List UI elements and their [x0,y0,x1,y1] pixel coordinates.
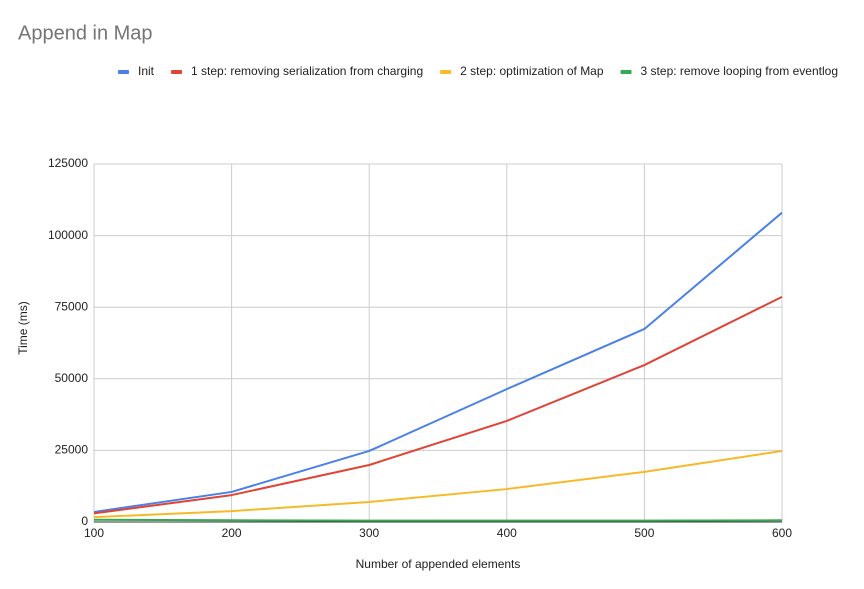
x-tick-label: 400 [497,526,517,540]
series-line [93,518,783,522]
series-line [93,211,783,513]
legend-label: Init [138,64,155,78]
x-tick-label: 300 [359,526,379,540]
legend-swatch [171,70,183,74]
x-tick-label: 600 [772,526,792,540]
legend-swatch [620,70,632,74]
y-tick-label: 75000 [55,299,89,313]
legend-label: 3 step: remove looping from eventlog [641,64,838,78]
y-tick-label: 125000 [48,156,88,170]
legend-swatch [118,70,129,74]
y-tick-label: 100000 [48,228,88,242]
y-tick-label: 0 [81,514,88,528]
series-line [93,295,783,515]
y-tick-label: 50000 [55,371,89,385]
x-tick-label: 100 [84,526,104,540]
x-axis-title: Number of appended elements [356,557,521,571]
legend-label: 2 step: optimization of Map [460,64,604,78]
x-tick-label: 200 [222,526,242,540]
series-line [93,449,783,519]
y-tick-label: 25000 [55,443,89,457]
y-axis-title: Time (ms) [16,301,30,355]
legend-swatch [440,70,452,74]
legend-label: 1 step: removing serialization from char… [191,64,423,78]
x-tick-label: 500 [634,526,654,540]
chart-title: Append in Map [18,22,153,44]
